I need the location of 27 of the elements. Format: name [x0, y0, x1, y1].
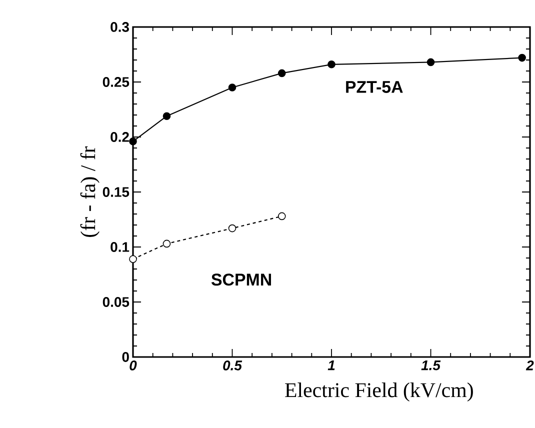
point — [328, 60, 336, 68]
text: SCPMN — [211, 274, 271, 286]
y-tick-label: 0.15 — [102, 187, 130, 197]
y-axis-title: (fr - fa) / fr — [80, 146, 100, 237]
y-tick-label: 0.25 — [102, 77, 130, 87]
y-tick-label: 0.1 — [110, 242, 130, 252]
y-tick-label: 0.2 — [110, 132, 129, 142]
point — [129, 138, 137, 146]
point — [228, 84, 236, 92]
x-tick-label: 2 — [526, 360, 534, 370]
x-tick-label: 1.5 — [421, 360, 441, 370]
point — [162, 240, 171, 248]
x-tick-label: 1 — [328, 360, 335, 370]
y-tick-label: 0.3 — [110, 22, 129, 32]
x-axis-title: Electric Field (kV/cm) — [285, 382, 473, 402]
point — [228, 224, 236, 232]
y-tick-label: 0.05 — [102, 297, 130, 307]
series-label: PZT-5A — [346, 81, 403, 93]
x-tick-label: 0.5 — [223, 360, 242, 370]
point — [518, 54, 526, 62]
point — [426, 58, 435, 66]
point — [129, 255, 137, 263]
point — [278, 212, 286, 220]
point — [278, 69, 286, 78]
x-tick-label: 0 — [130, 360, 137, 370]
point — [162, 112, 171, 120]
y-tick-label: 0 — [122, 352, 129, 362]
